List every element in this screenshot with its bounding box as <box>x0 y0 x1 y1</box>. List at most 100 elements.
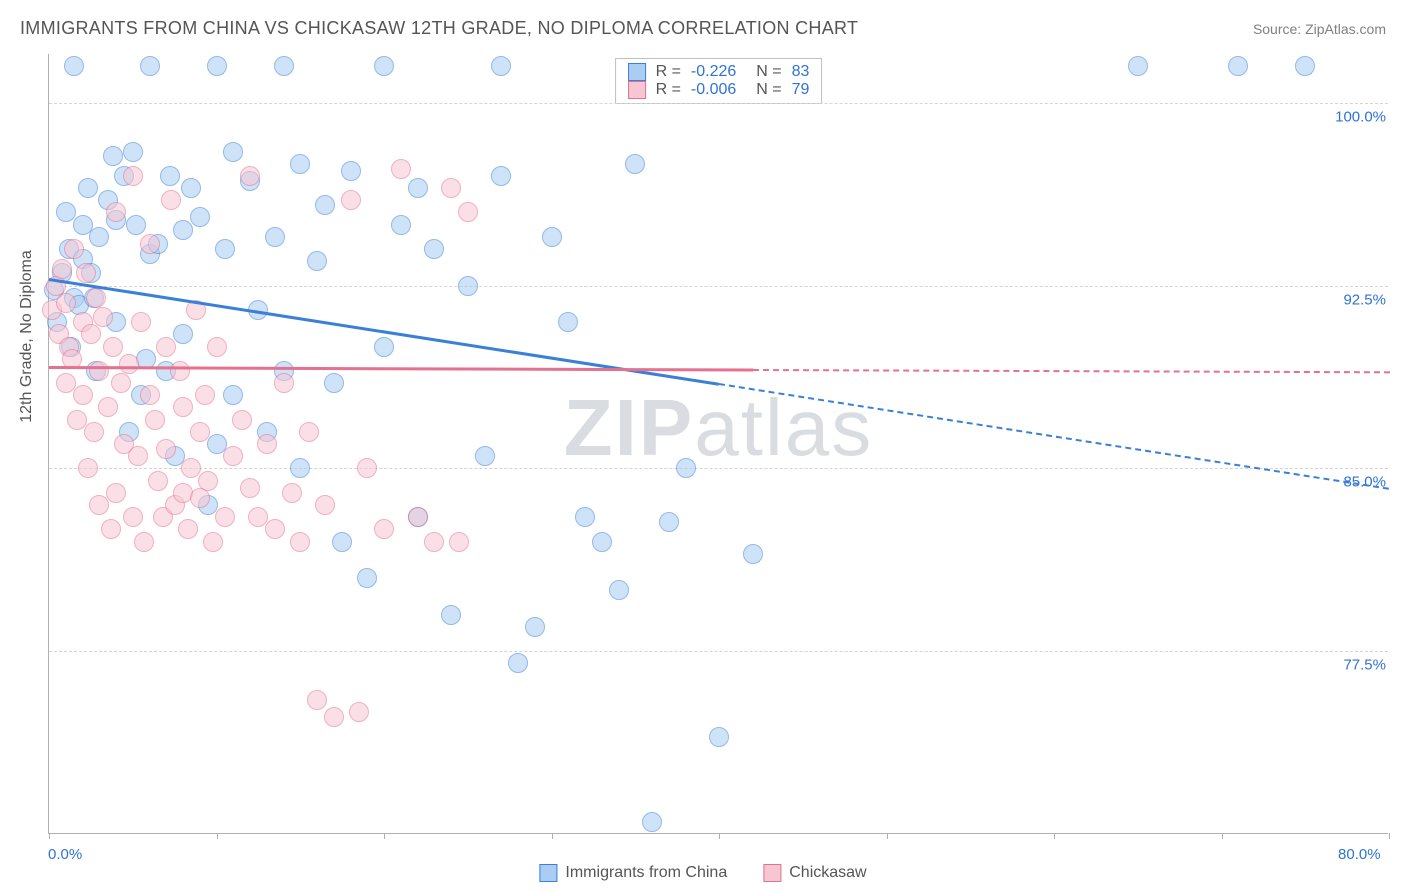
data-point <box>89 227 109 247</box>
data-point <box>408 507 428 527</box>
data-point <box>207 337 227 357</box>
data-point <box>324 373 344 393</box>
data-point <box>195 385 215 405</box>
x-tick <box>1389 833 1390 839</box>
chart-title: IMMIGRANTS FROM CHINA VS CHICKASAW 12TH … <box>20 18 858 39</box>
legend-stat-row: R =-0.006N =79 <box>628 81 810 99</box>
data-point <box>391 215 411 235</box>
gridline-h <box>49 286 1388 287</box>
data-point <box>76 263 96 283</box>
data-point <box>290 532 310 552</box>
data-point <box>307 690 327 710</box>
r-label: R = <box>656 63 681 81</box>
data-point <box>103 146 123 166</box>
scatter-plot-area: ZIPatlas R =-0.226N =83R =-0.006N =79 77… <box>48 54 1388 834</box>
data-point <box>408 178 428 198</box>
regression-line <box>752 369 1389 373</box>
data-point <box>111 373 131 393</box>
data-point <box>642 812 662 832</box>
data-point <box>341 190 361 210</box>
data-point <box>78 458 98 478</box>
data-point <box>89 361 109 381</box>
data-point <box>542 227 562 247</box>
x-tick <box>887 833 888 839</box>
data-point <box>190 422 210 442</box>
data-point <box>240 166 260 186</box>
data-point <box>123 142 143 162</box>
data-point <box>257 434 277 454</box>
r-value: -0.226 <box>691 63 736 81</box>
data-point <box>424 239 444 259</box>
data-point <box>203 532 223 552</box>
data-point <box>173 220 193 240</box>
data-point <box>676 458 696 478</box>
data-point <box>659 512 679 532</box>
data-point <box>223 142 243 162</box>
data-point <box>525 617 545 637</box>
legend-series-item: Immigrants from China <box>539 864 727 882</box>
data-point <box>491 56 511 76</box>
data-point <box>458 202 478 222</box>
gridline-h <box>49 468 1388 469</box>
data-point <box>181 178 201 198</box>
regression-line <box>719 383 1389 490</box>
data-point <box>374 519 394 539</box>
n-value: 83 <box>792 63 810 81</box>
watermark: ZIPatlas <box>564 382 873 474</box>
series-legend: Immigrants from ChinaChickasaw <box>539 864 866 882</box>
data-point <box>93 307 113 327</box>
legend-swatch <box>763 864 781 882</box>
data-point <box>123 166 143 186</box>
data-point <box>558 312 578 332</box>
y-tick-label: 92.5% <box>1339 291 1390 308</box>
data-point <box>190 488 210 508</box>
legend-swatch <box>628 81 646 99</box>
data-point <box>265 519 285 539</box>
data-point <box>391 159 411 179</box>
legend-series-label: Immigrants from China <box>565 864 727 882</box>
r-label: R = <box>656 81 681 99</box>
data-point <box>101 519 121 539</box>
data-point <box>374 56 394 76</box>
data-point <box>290 154 310 174</box>
data-point <box>134 532 154 552</box>
legend-swatch <box>539 864 557 882</box>
data-point <box>64 239 84 259</box>
data-point <box>449 532 469 552</box>
data-point <box>207 56 227 76</box>
y-tick-label: 77.5% <box>1339 657 1390 674</box>
x-tick <box>1222 833 1223 839</box>
n-label: N = <box>756 81 781 99</box>
data-point <box>223 446 243 466</box>
y-tick-label: 100.0% <box>1331 108 1390 125</box>
legend-stat-row: R = -0.226 N = 83 <box>628 63 810 81</box>
data-point <box>106 483 126 503</box>
data-point <box>1295 56 1315 76</box>
data-point <box>73 385 93 405</box>
data-point <box>156 439 176 459</box>
data-point <box>274 373 294 393</box>
data-point <box>458 276 478 296</box>
data-point <box>274 56 294 76</box>
x-tick <box>1054 833 1055 839</box>
data-point <box>103 337 123 357</box>
data-point <box>709 727 729 747</box>
data-point <box>140 234 160 254</box>
data-point <box>357 568 377 588</box>
data-point <box>625 154 645 174</box>
data-point <box>743 544 763 564</box>
data-point <box>232 410 252 430</box>
data-point <box>215 507 235 527</box>
data-point <box>178 519 198 539</box>
data-point <box>128 446 148 466</box>
x-tick-label: 80.0% <box>1338 846 1381 863</box>
data-point <box>89 495 109 515</box>
n-label: N = <box>756 63 781 81</box>
data-point <box>84 422 104 442</box>
n-value: 79 <box>792 81 810 99</box>
data-point <box>98 397 118 417</box>
gridline-h <box>49 651 1388 652</box>
data-point <box>290 458 310 478</box>
data-point <box>357 458 377 478</box>
data-point <box>119 354 139 374</box>
